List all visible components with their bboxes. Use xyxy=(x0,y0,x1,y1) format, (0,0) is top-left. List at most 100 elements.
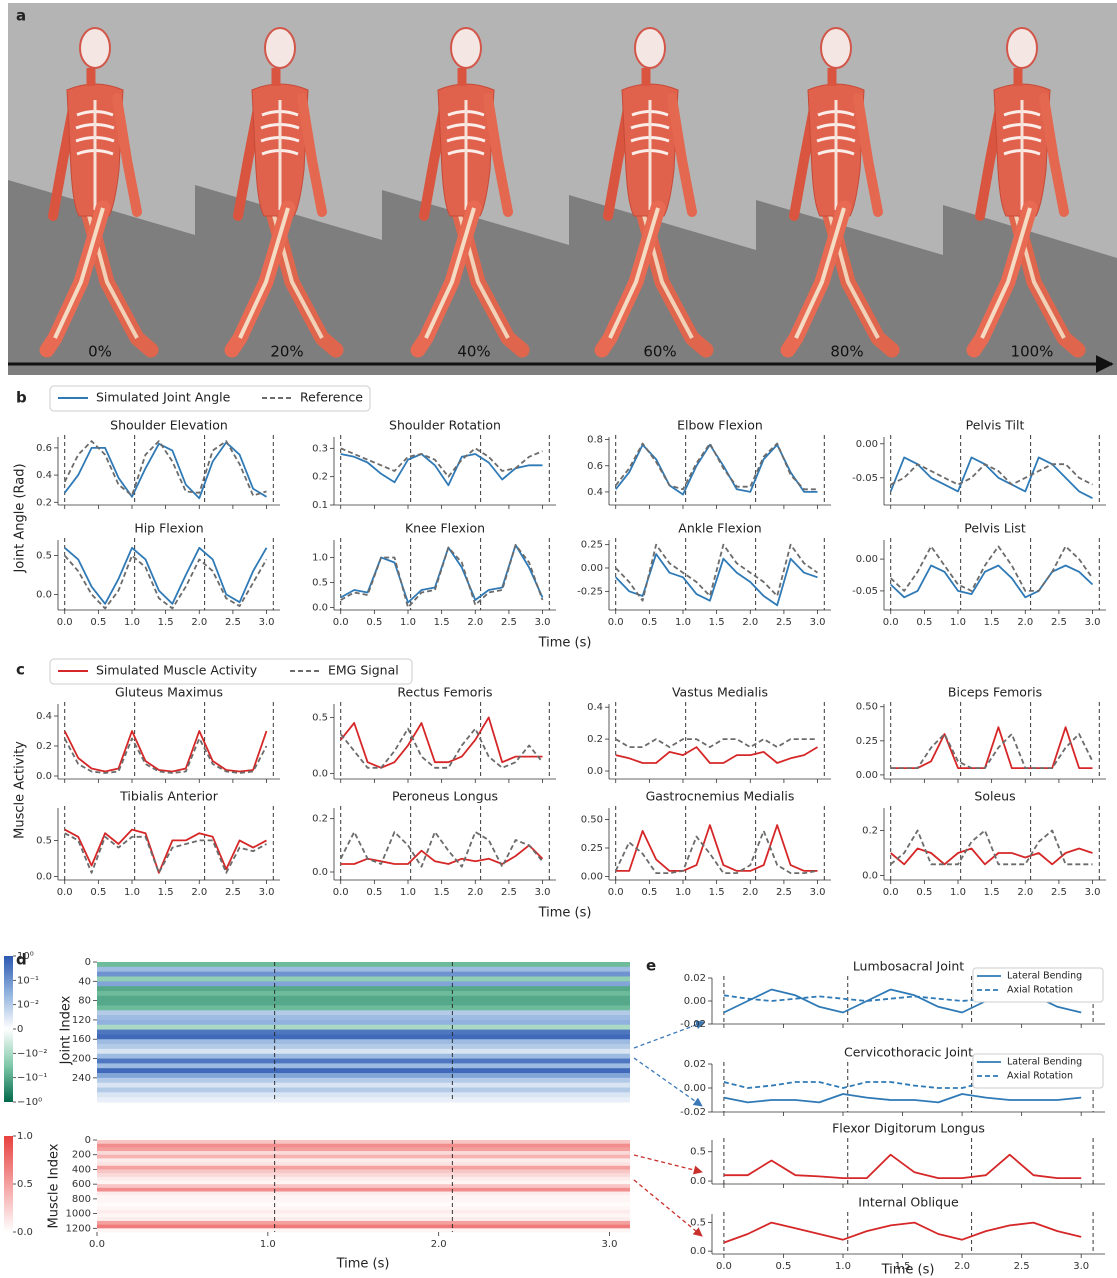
x-tick-label: 1.0 xyxy=(400,617,416,628)
phase-label: 80% xyxy=(830,343,863,361)
y-tick-label: 0.0 xyxy=(312,603,328,614)
y-tick-label: -0.05 xyxy=(852,586,878,597)
heatmap-row xyxy=(97,1001,630,1006)
subplot-title: Tibialis Anterior xyxy=(119,789,219,804)
subplot-title: Pelvis Tilt xyxy=(966,418,1025,433)
y-tick-label: 0.00 xyxy=(684,1083,706,1094)
y-tick-label: 0 xyxy=(85,957,91,968)
y-tick-label: 0.2 xyxy=(587,734,603,745)
x-tick-label: 0.0 xyxy=(89,1239,105,1250)
y-tick-label: 0.00 xyxy=(856,770,878,781)
y-tick-label: 0.0 xyxy=(36,871,52,882)
heatmap-row xyxy=(97,1063,630,1068)
series-line xyxy=(616,739,818,747)
heatmap-row xyxy=(97,1166,630,1170)
x-tick-label: 2.5 xyxy=(776,887,792,898)
x-tick-label: 2.0 xyxy=(742,617,758,628)
x-tick-label: 0.0 xyxy=(333,617,349,628)
y-axis-label: Muscle Index xyxy=(47,1143,62,1228)
x-axis-label: Time (s) xyxy=(881,1263,935,1278)
y-axis-label: Joint Index xyxy=(59,995,74,1065)
y-tick-label: -0.02 xyxy=(680,1019,706,1030)
series-line xyxy=(616,747,818,763)
heatmap-row xyxy=(97,962,630,967)
subplot-title: Hip Flexion xyxy=(134,521,203,536)
x-tick-label: 1.5 xyxy=(709,887,725,898)
x-tick-label: 1.5 xyxy=(158,617,174,628)
subplot-title: Gluteus Maximus xyxy=(115,685,223,700)
x-tick-label: 0.5 xyxy=(90,617,106,628)
y-tick-label: 0.0 xyxy=(690,1176,706,1187)
subplot-title: Internal Oblique xyxy=(858,1195,959,1210)
x-tick-label: 1.0 xyxy=(950,617,966,628)
x-tick-label: 0.0 xyxy=(608,617,624,628)
y-tick-label: 1.0 xyxy=(312,553,328,564)
legend-label: Simulated Muscle Activity xyxy=(96,663,258,678)
y-tick-label: 0.25 xyxy=(856,736,878,747)
y-tick-label: 160 xyxy=(72,1034,91,1045)
x-tick-label: 0.5 xyxy=(776,1261,792,1272)
heatmap-row xyxy=(97,1020,630,1025)
x-axis-label: Time (s) xyxy=(336,1257,390,1272)
phase-label: 0% xyxy=(88,343,112,361)
heatmap-row xyxy=(97,1173,630,1177)
x-tick-label: 2.5 xyxy=(1051,617,1067,628)
heatmap-row xyxy=(97,1199,630,1203)
x-tick-label: 2.0 xyxy=(467,887,483,898)
y-tick-label: 0 xyxy=(85,1135,91,1146)
x-tick-label: 0.5 xyxy=(916,617,932,628)
y-tick-label: 0.25 xyxy=(581,540,603,551)
x-tick-label: 2.0 xyxy=(1017,617,1033,628)
y-tick-label: 0.50 xyxy=(581,814,603,825)
x-tick-label: 2.0 xyxy=(431,1239,447,1250)
x-tick-label: 1.0 xyxy=(675,887,691,898)
heatmap-row xyxy=(97,1162,630,1166)
y-tick-label: 0.00 xyxy=(684,996,706,1007)
heatmap-row xyxy=(97,986,630,991)
subplot-title: Vastus Medialis xyxy=(672,685,768,700)
heatmap-row xyxy=(97,1044,630,1049)
y-tick-label: 200 xyxy=(72,1054,91,1065)
x-axis-label: Time (s) xyxy=(538,906,592,921)
heatmap-row xyxy=(97,1039,630,1044)
heatmap-row xyxy=(97,1092,630,1097)
series-line xyxy=(341,717,543,767)
phase-label: 40% xyxy=(457,343,490,361)
series-line xyxy=(341,545,543,608)
subplot-title: Gastrocnemius Medialis xyxy=(646,789,795,804)
heatmap-row xyxy=(97,981,630,986)
phase-label: 20% xyxy=(270,343,303,361)
y-tick-label: 800 xyxy=(72,1194,91,1205)
y-tick-label: -0.05 xyxy=(852,473,878,484)
y-tick-label: 0.5 xyxy=(36,835,52,846)
heatmap-row xyxy=(97,1169,630,1173)
y-tick-label: 0.3 xyxy=(312,443,328,454)
heatmap-row xyxy=(97,1073,630,1078)
colorbar-tick-label: 1.0 xyxy=(17,1131,33,1142)
colorbar xyxy=(4,1136,13,1232)
y-tick-label: 0.0 xyxy=(36,589,52,600)
colorbar xyxy=(4,956,13,1102)
heatmap-row xyxy=(97,972,630,977)
heatmap-row xyxy=(97,1192,630,1196)
heatmap-row xyxy=(97,967,630,972)
x-tick-label: 1.0 xyxy=(950,887,966,898)
colorbar-tick-label: −10⁻¹ xyxy=(17,1073,47,1084)
subplot-title: Pelvis List xyxy=(964,521,1026,536)
page: {"panel_labels":["a","b","c","d","e"], "… xyxy=(0,0,1117,1278)
phase-label: 60% xyxy=(643,343,676,361)
colorbar-tick-label: 0 xyxy=(17,1024,23,1035)
y-tick-label: 0.5 xyxy=(690,1218,706,1229)
y-tick-label: 120 xyxy=(72,1015,91,1026)
y-tick-label: 0.2 xyxy=(862,826,878,837)
x-tick-label: 2.0 xyxy=(1017,887,1033,898)
colorbar-tick-label: 10⁻² xyxy=(17,1000,39,1011)
heatmap-row xyxy=(97,1140,630,1144)
heatmap-row xyxy=(97,1210,630,1214)
heatmap-row xyxy=(97,1225,630,1229)
series-line xyxy=(616,445,818,495)
x-tick-label: 0.0 xyxy=(608,887,624,898)
x-tick-label: 3.0 xyxy=(810,617,826,628)
heatmap-row xyxy=(97,1221,630,1225)
x-tick-label: 3.0 xyxy=(259,617,275,628)
